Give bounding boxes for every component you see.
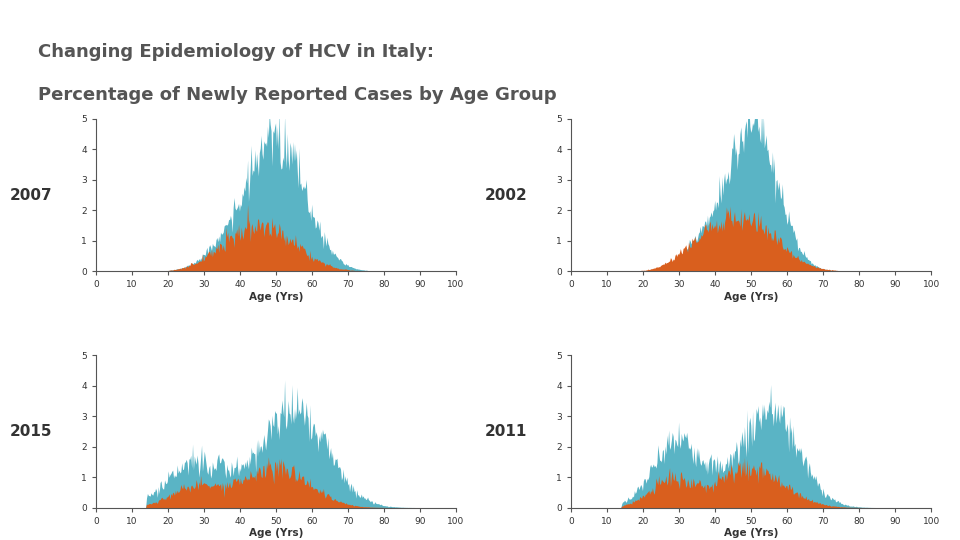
Text: Percentage of Newly Reported Cases by Age Group: Percentage of Newly Reported Cases by Ag…: [38, 86, 557, 104]
Text: 2007: 2007: [10, 187, 53, 202]
Legend: Male, Female: Male, Female: [676, 117, 756, 161]
X-axis label: Age (Yrs): Age (Yrs): [249, 292, 303, 302]
Text: 2002: 2002: [485, 187, 528, 202]
Text: 2011: 2011: [485, 424, 528, 439]
X-axis label: Age (Yrs): Age (Yrs): [724, 529, 779, 538]
X-axis label: Age (Yrs): Age (Yrs): [724, 292, 779, 302]
X-axis label: Age (Yrs): Age (Yrs): [249, 529, 303, 538]
Text: Changing Epidemiology of HCV in Italy:: Changing Epidemiology of HCV in Italy:: [38, 43, 434, 61]
Text: 2015: 2015: [10, 424, 53, 439]
